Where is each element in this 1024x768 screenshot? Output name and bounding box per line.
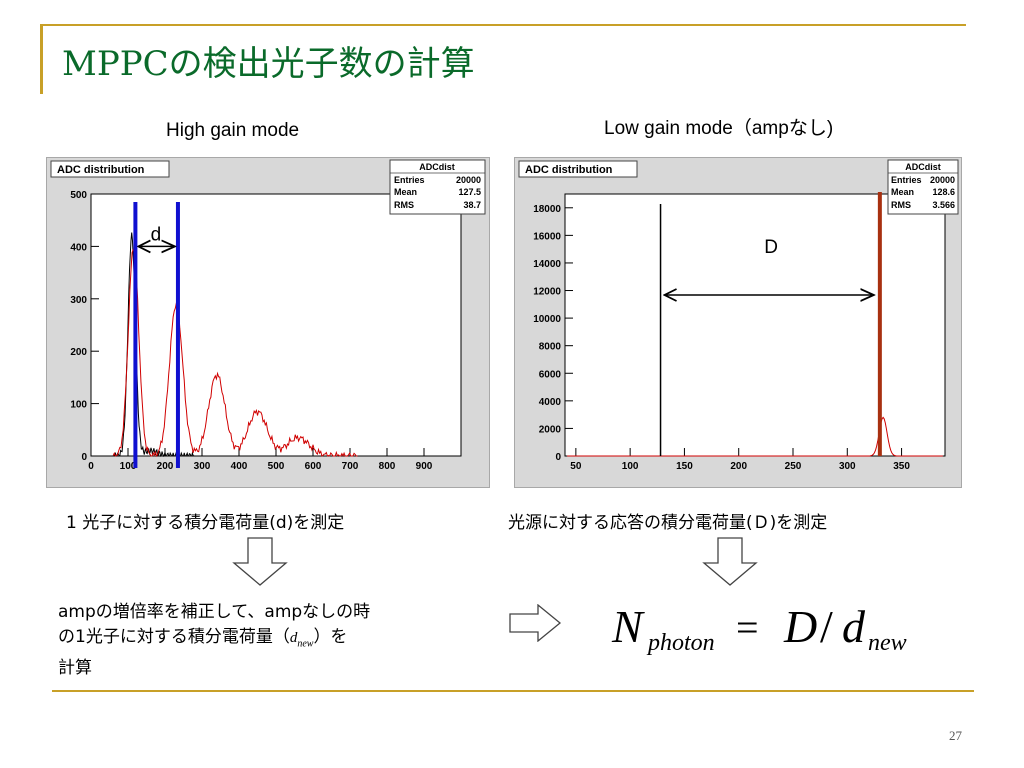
left-ytick-label: 200 [70, 347, 87, 358]
right-ytick-label: 14000 [533, 259, 561, 270]
bottom-line-1: ampの増倍率を補正して、ampなしの時 [58, 602, 371, 622]
bottom-line-3: 計算 [58, 658, 92, 679]
title-accent-bar [40, 24, 43, 94]
page-number: 27 [949, 728, 962, 743]
bottom-line-2: の1光子に対する積分電荷量（dnew）を [58, 625, 508, 656]
left-xtick-label: 300 [194, 461, 211, 472]
formula-D: D [784, 601, 818, 652]
right-stats-entries-label: Entries [891, 175, 922, 185]
slide-title: MPPCの検出光子数の計算 [62, 44, 475, 84]
right-ytick-label: 2000 [539, 424, 562, 435]
d-label: d [151, 224, 162, 245]
right-stats-entries: 20000 [930, 175, 955, 185]
left-ytick-label: 100 [70, 400, 87, 411]
left-plot-area [90, 193, 462, 457]
right-title-box: ADC distribution [518, 160, 638, 178]
right-xtick-label: 200 [730, 461, 747, 472]
right-stats-mean: 128.6 [932, 187, 955, 197]
left-title-box: ADC distribution [50, 160, 170, 178]
bottom-explanation: ampの増倍率を補正して、ampなしの時 の1光子に対する積分電荷量（dnew）… [58, 600, 508, 681]
left-histogram-panel: 0 100 200 300 400 500 600 700 800 900 0 100 200 300 4… [46, 157, 490, 488]
left-xtick-label: 100 [120, 461, 137, 472]
bottom-line-2a: の1光子に対する積分電荷量（ [58, 627, 290, 647]
right-xtick-label: 350 [893, 461, 910, 472]
left-xtick-label: 800 [379, 461, 396, 472]
left-xtick-label: 400 [231, 461, 248, 472]
right-xtick-label: 250 [785, 461, 802, 472]
right-ytick-label: 10000 [533, 314, 561, 325]
D-label: D [764, 237, 778, 258]
right-xtick-label: 150 [676, 461, 693, 472]
right-ytick-label: 4000 [539, 397, 562, 408]
left-histogram: 0 100 200 300 400 500 600 700 800 900 0 100 200 300 4… [50, 159, 486, 472]
right-histogram-panel: 50 100 150 200 250 300 350 0 2000 4000 6000 8000 10… [514, 157, 962, 488]
right-ytick-label: 8000 [539, 342, 562, 353]
d-new-sub: new [297, 638, 314, 650]
bottom-rule [52, 690, 974, 692]
formula-d: d [842, 601, 865, 652]
right-hist-title: ADC distribution [525, 164, 613, 176]
left-stats-box: ADCdist Entries 20000 Mean 127.5 RMS 38.… [389, 159, 486, 215]
right-xtick-label: 300 [839, 461, 856, 472]
left-xtick-label: 900 [416, 461, 433, 472]
right-xtick-label: 100 [622, 461, 639, 472]
right-plot-area [564, 193, 946, 457]
left-ytick-label: 500 [70, 190, 87, 201]
left-ytick-label: 400 [70, 242, 87, 253]
formula-eq: = [736, 605, 759, 650]
formula-N: N [612, 601, 643, 652]
left-xtick-label: 600 [305, 461, 322, 472]
left-stats-entries: 20000 [456, 175, 481, 185]
right-ytick-label: 16000 [533, 231, 561, 242]
left-ytick-label: 0 [81, 452, 87, 463]
left-stats-rms-label: RMS [394, 200, 414, 210]
left-xtick-label: 700 [342, 461, 359, 472]
left-ytick-label: 300 [70, 295, 87, 306]
bottom-line-2b: ）を [313, 627, 348, 647]
right-arrow-icon [509, 604, 562, 642]
right-stats-name: ADCdist [905, 162, 941, 172]
photon-formula: N photon = D / d new [612, 600, 942, 670]
formula-d-sub: new [868, 630, 907, 656]
right-ytick-label: 12000 [533, 287, 561, 298]
right-caption: 光源に対する応答の積分電荷量(Ｄ)を測定 [508, 513, 828, 533]
right-stats-rms-label: RMS [891, 200, 911, 210]
left-xtick-label: 0 [88, 461, 94, 472]
left-stats-name: ADCdist [419, 162, 455, 172]
right-ytick-label: 18000 [533, 204, 561, 215]
left-heading: High gain mode [166, 120, 300, 141]
right-heading: Low gain mode（ampなし) [604, 118, 834, 139]
left-xtick-label: 200 [157, 461, 174, 472]
right-xtick-label: 50 [570, 461, 582, 472]
left-down-arrow-icon [232, 537, 288, 586]
left-xtick-label: 500 [268, 461, 285, 472]
right-down-arrow-icon [702, 537, 758, 586]
left-stats-rms: 38.7 [463, 200, 481, 210]
right-histogram: 50 100 150 200 250 300 350 0 2000 4000 6000 8000 10… [518, 159, 959, 472]
left-stats-mean: 127.5 [458, 187, 481, 197]
right-stats-box: ADCdist Entries 20000 Mean 128.6 RMS 3.5… [887, 159, 959, 215]
formula-N-sub: photon [648, 630, 715, 656]
left-hist-title: ADC distribution [57, 164, 145, 176]
left-red-series [112, 249, 358, 458]
left-stats-entries-label: Entries [394, 175, 425, 185]
right-stats-rms: 3.566 [932, 200, 955, 210]
left-stats-mean-label: Mean [394, 187, 417, 197]
right-ytick-label: 6000 [539, 369, 562, 380]
left-caption: 1 光子に対する積分電荷量(d)を測定 [66, 513, 345, 533]
formula-slash: / [820, 601, 833, 652]
right-stats-mean-label: Mean [891, 187, 914, 197]
d-new-var: d [289, 630, 298, 646]
right-ytick-label: 0 [555, 452, 561, 463]
top-rule [40, 24, 966, 26]
